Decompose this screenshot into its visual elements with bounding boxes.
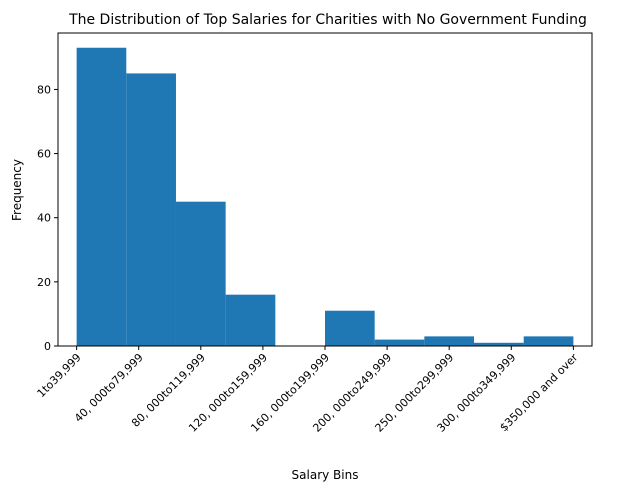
histogram-bar-9	[523, 336, 574, 346]
y-tick-label-0: 0	[44, 340, 51, 353]
y-tick-label-3: 60	[37, 148, 51, 161]
histogram-bar-3	[225, 294, 276, 346]
chart-title: The Distribution of Top Salaries for Cha…	[68, 12, 587, 28]
histogram-bar-1	[126, 73, 176, 346]
x-axis-label: Salary Bins	[292, 468, 359, 482]
histogram-bar-8	[474, 342, 524, 346]
histogram-bar-5	[325, 310, 375, 346]
histogram-bar-6	[374, 339, 425, 346]
bars-group	[76, 47, 574, 346]
y-axis: 0 20 40 60 80	[37, 83, 58, 353]
x-tick-label-0: 1to39,999	[35, 351, 84, 400]
y-tick-label-4: 80	[37, 83, 51, 96]
histogram-bar-0	[76, 47, 127, 346]
y-tick-label-2: 40	[37, 212, 51, 225]
y-tick-label-1: 20	[37, 276, 51, 289]
y-axis-label: Frequency	[10, 159, 24, 221]
histogram-bar-2	[175, 201, 226, 346]
histogram-bar-7	[424, 336, 475, 346]
